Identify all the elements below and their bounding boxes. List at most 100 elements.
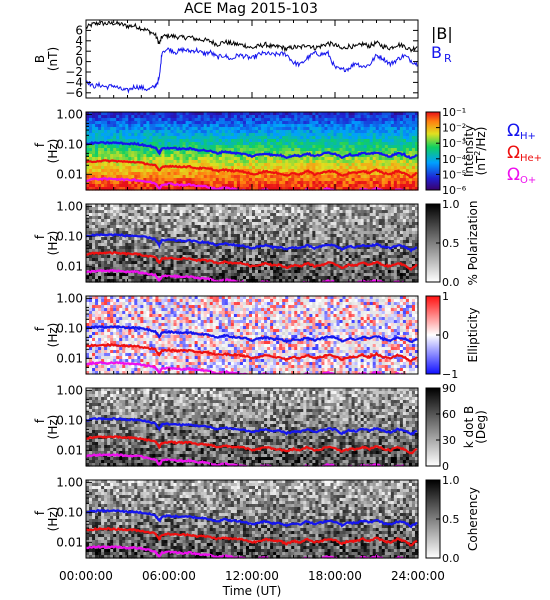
spectrogram-cell (161, 142, 166, 146)
spectrogram-cell (312, 148, 316, 152)
spectrogram-cell (227, 228, 232, 232)
spectrogram-cell (164, 204, 169, 208)
spectrogram-cell (261, 130, 265, 134)
spectrogram-cell (366, 154, 371, 158)
spectrogram-cell (104, 127, 108, 131)
spectrogram-cell (309, 118, 313, 122)
spectrogram-cell (209, 136, 214, 140)
spectrogram-cell (279, 225, 283, 229)
spectrogram-cell (312, 261, 316, 265)
spectrogram-cell (288, 178, 292, 182)
spectrogram-cell (134, 222, 138, 226)
spectrogram-cell (252, 181, 256, 185)
spectrogram-cell (242, 133, 247, 137)
spectrogram-cell (239, 181, 244, 185)
spectrogram-cell (303, 142, 307, 146)
spectrogram-cell (110, 145, 114, 149)
colorbar-unit-sup: 2 (473, 151, 482, 156)
spectrogram-cell (137, 187, 141, 191)
spectrogram-cell (146, 261, 150, 265)
spectrogram-cell (206, 246, 211, 250)
spectrogram-cell (411, 160, 416, 164)
spectrogram-cell (224, 204, 229, 208)
spectrogram-cell (339, 172, 344, 176)
spectrogram-cell (276, 234, 280, 238)
spectrogram-cell (119, 237, 123, 241)
spectrogram-cell (89, 139, 93, 143)
spectrogram-cell (188, 127, 193, 131)
spectrogram-cell (227, 231, 232, 235)
spectrogram-cell (182, 175, 187, 179)
spectrogram-cell (218, 276, 223, 280)
spectrogram-cell (294, 187, 298, 191)
spectrogram-cell (95, 151, 99, 155)
spectrogram-cell (248, 219, 253, 223)
spectrogram-cell (107, 136, 111, 140)
spectrogram-cell (354, 160, 359, 164)
spectrogram-cell (110, 258, 114, 262)
spectrogram-cell (146, 216, 150, 220)
spectrogram-cell (164, 142, 169, 146)
spectrogram-cell (182, 270, 187, 274)
spectrogram-cell (200, 204, 205, 208)
spectrogram-cell (236, 270, 241, 274)
spectrogram-cell (285, 169, 289, 173)
spectrogram-cell (267, 222, 271, 226)
spectrogram-cell (360, 163, 365, 167)
spectrogram-cell (318, 145, 323, 149)
spectrogram-cell (261, 213, 265, 217)
spectrogram-cell (267, 130, 271, 134)
spectrogram-cell (264, 142, 268, 146)
spectrogram-cell (279, 273, 283, 277)
spectrogram-cell (387, 118, 392, 122)
spectrogram-cell (146, 252, 150, 256)
spectrogram-cell (405, 124, 410, 128)
spectrogram-cell (245, 261, 250, 265)
spectrogram-cell (185, 234, 190, 238)
spectrogram-cell (143, 264, 147, 268)
spectrogram-cell (149, 207, 153, 211)
spectrogram-cell (95, 148, 99, 152)
spectrogram-cell (161, 234, 166, 238)
spectrogram-cell (128, 219, 132, 223)
spectrogram-cell (119, 145, 123, 149)
spectrogram-cell (248, 139, 253, 143)
spectrogram-cell (116, 175, 120, 179)
spectrogram-cell (300, 115, 304, 119)
spectrogram-cell (258, 255, 262, 259)
spectrogram-cell (170, 213, 175, 217)
spectrogram-cell (270, 175, 274, 179)
spectrogram-cell (291, 270, 295, 274)
spectrogram-cell (128, 240, 132, 244)
spectrogram-cell (188, 231, 193, 235)
spectrogram-cell (270, 178, 274, 182)
spectrogram-cell (327, 175, 332, 179)
spectrogram-cell (188, 246, 193, 250)
spectrogram-cell (86, 273, 90, 277)
spectrogram-cell (191, 172, 196, 176)
spectrogram-cell (239, 187, 244, 191)
spectrogram-cell (212, 252, 217, 256)
spectrogram-cell (194, 163, 199, 167)
spectrogram-cell (327, 148, 332, 152)
spectrogram-cell (107, 151, 111, 155)
spectrogram-cell (182, 258, 187, 262)
spectrogram-cell (227, 237, 232, 241)
spectrogram-cell (113, 267, 117, 271)
spectrogram-cell (191, 204, 196, 208)
spectrogram-cell (200, 249, 205, 253)
spectrogram-cell (194, 145, 199, 149)
spectrogram-cell (155, 127, 160, 131)
spectrogram-cell (191, 124, 196, 128)
spectrogram-cell (176, 133, 181, 137)
spectrogram-cell (110, 133, 114, 137)
spectrogram-cell (203, 270, 208, 274)
spectrogram-cell (327, 121, 332, 125)
spectrogram-cell (321, 145, 326, 149)
spectrogram-cell (255, 210, 259, 214)
spectrogram-cell (402, 166, 407, 170)
spectrogram-cell (294, 148, 298, 152)
spectrogram-cell (351, 148, 356, 152)
spectrogram-cell (182, 252, 187, 256)
spectrogram-cell (369, 166, 374, 170)
